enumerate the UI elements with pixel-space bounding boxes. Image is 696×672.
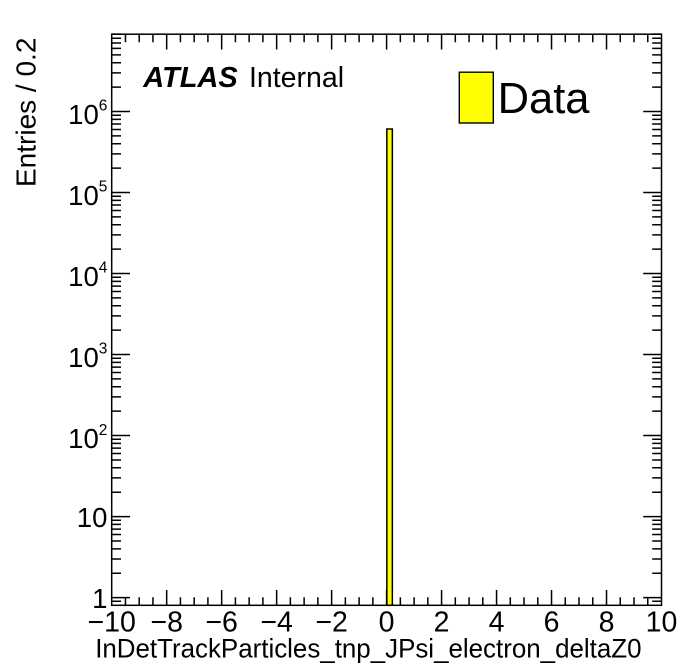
svg-text:8: 8 xyxy=(599,607,615,639)
svg-text:−2: −2 xyxy=(315,607,348,639)
svg-text:−4: −4 xyxy=(260,607,293,639)
svg-text:10: 10 xyxy=(646,607,678,639)
svg-text:2: 2 xyxy=(434,607,450,639)
svg-text:Data: Data xyxy=(498,75,591,123)
svg-text:ATLAS: ATLAS xyxy=(142,62,238,94)
svg-text:−6: −6 xyxy=(205,607,238,639)
svg-text:4: 4 xyxy=(489,607,505,639)
svg-text:Entries / 0.2: Entries / 0.2 xyxy=(11,38,42,187)
svg-text:Internal: Internal xyxy=(249,62,344,94)
svg-text:−10: −10 xyxy=(88,607,136,639)
svg-text:6: 6 xyxy=(544,607,560,639)
svg-text:−8: −8 xyxy=(150,607,183,639)
svg-text:106: 106 xyxy=(68,98,107,130)
svg-text:InDetTrackParticles_tnp_JPsi_e: InDetTrackParticles_tnp_JPsi_electron_de… xyxy=(95,632,641,663)
svg-text:1: 1 xyxy=(92,583,107,614)
svg-text:10: 10 xyxy=(77,502,108,533)
svg-text:0: 0 xyxy=(379,607,395,639)
